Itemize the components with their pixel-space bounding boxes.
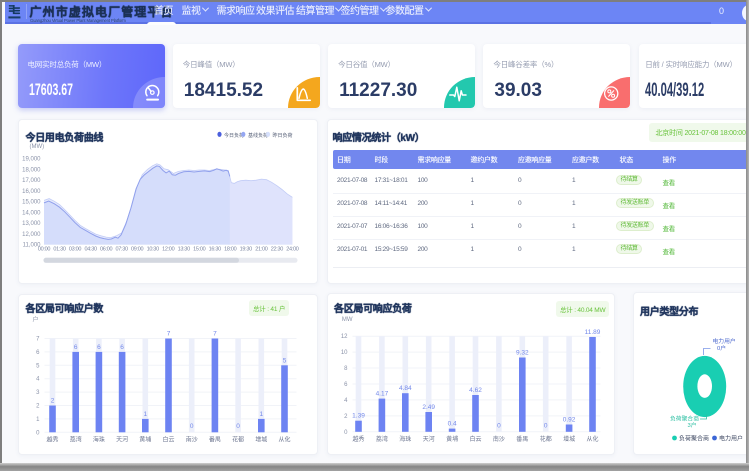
svg-text:花都: 花都 [539,435,551,443]
svg-text:2.49: 2.49 [422,404,435,411]
svg-text:19,000: 19,000 [22,156,41,162]
svg-text:负荷聚合商: 负荷聚合商 [670,414,699,422]
svg-text:6: 6 [120,343,124,350]
svg-text:黄埔: 黄埔 [446,435,458,443]
svg-text:03:00: 03:00 [68,246,81,252]
svg-text:18,000: 18,000 [22,167,41,173]
svg-text:户: 户 [32,315,38,323]
svg-text:5: 5 [282,357,286,364]
svg-text:3: 3 [36,390,40,396]
svg-text:11.89: 11.89 [584,329,600,336]
svg-text:1.39: 1.39 [352,413,365,420]
svg-text:14,000: 14,000 [22,210,41,216]
svg-text:15:00: 15:00 [193,246,206,252]
svg-text:花都: 花都 [232,435,244,443]
svg-text:9.32: 9.32 [515,350,528,357]
svg-text:7: 7 [166,330,170,337]
svg-text:增城: 增城 [255,435,267,443]
svg-text:12:00: 12:00 [162,246,175,252]
svg-text:0: 0 [344,430,348,436]
svg-text:越秀: 越秀 [46,435,58,443]
svg-text:17,000: 17,000 [22,178,41,184]
svg-text:07:30: 07:30 [115,246,128,252]
svg-text:4: 4 [36,376,40,382]
svg-text:2: 2 [50,397,54,404]
svg-text:4.62: 4.62 [469,387,482,394]
svg-text:10:30: 10:30 [146,246,159,252]
svg-text:6: 6 [344,382,348,388]
svg-text:6: 6 [36,349,40,355]
svg-text:7: 7 [36,336,40,342]
svg-text:4.17: 4.17 [375,391,388,398]
svg-text:0: 0 [543,422,547,429]
svg-text:21:00: 21:00 [255,246,268,252]
svg-text:海珠: 海珠 [399,435,411,443]
svg-text:16:30: 16:30 [208,246,221,252]
svg-text:5: 5 [36,363,40,369]
svg-text:0: 0 [236,422,240,429]
svg-text:3户: 3户 [687,421,696,429]
svg-text:(MW): (MW) [29,144,44,150]
svg-text:越秀: 越秀 [352,435,364,443]
svg-text:0.4: 0.4 [447,421,456,428]
svg-text:南沙: 南沙 [185,435,197,443]
svg-text:1: 1 [259,410,263,417]
svg-text:10: 10 [340,350,347,356]
svg-text:15,000: 15,000 [22,199,41,205]
svg-text:0: 0 [497,422,501,429]
svg-text:16,000: 16,000 [22,188,41,194]
svg-text:18:00: 18:00 [224,246,237,252]
svg-text:7: 7 [213,330,217,337]
svg-text:南沙: 南沙 [492,435,504,443]
svg-text:6: 6 [73,343,77,350]
svg-text:4: 4 [344,398,348,404]
svg-text:1: 1 [36,416,40,422]
svg-text:13,000: 13,000 [22,221,41,227]
svg-text:24:00: 24:00 [286,246,299,252]
svg-text:13:30: 13:30 [177,246,190,252]
svg-text:2: 2 [36,403,40,409]
svg-text:番禺: 番禺 [516,436,528,443]
svg-text:昨日负荷: 昨日负荷 [272,131,292,138]
svg-text:6: 6 [97,343,101,350]
svg-text:黄埔: 黄埔 [139,435,151,443]
svg-text:荔湾: 荔湾 [375,435,387,443]
svg-text:19:30: 19:30 [239,246,252,252]
svg-text:2: 2 [344,414,348,420]
svg-text:04:30: 04:30 [84,246,97,252]
svg-text:0户: 0户 [717,344,726,352]
svg-text:白云: 白云 [162,435,174,443]
svg-text:荔湾: 荔湾 [69,435,81,443]
svg-text:0.92: 0.92 [562,417,575,424]
svg-text:电力用户: 电力用户 [719,434,743,442]
svg-text:1: 1 [143,410,147,417]
svg-text:06:00: 06:00 [99,246,112,252]
svg-text:天河: 天河 [116,435,128,443]
svg-text:从化: 从化 [586,435,598,443]
svg-text:增城: 增城 [563,435,575,443]
svg-text:电力用户: 电力用户 [712,337,735,345]
svg-text:11,000: 11,000 [22,242,41,248]
svg-text:天河: 天河 [422,435,434,443]
svg-text:09:00: 09:00 [130,246,143,252]
svg-text:从化: 从化 [278,435,290,443]
svg-text:番禺: 番禺 [208,436,220,443]
svg-text:基线负荷: 基线负荷 [248,131,268,138]
svg-text:01:30: 01:30 [53,246,66,252]
svg-text:12,000: 12,000 [22,231,41,237]
svg-text:22:30: 22:30 [270,246,283,252]
svg-text:负荷聚合商: 负荷聚合商 [679,434,709,442]
svg-text:MW: MW [341,317,352,323]
svg-text:今日负荷: 今日负荷 [224,131,244,138]
svg-text:0: 0 [189,422,193,429]
svg-text:00:00: 00:00 [37,246,50,252]
svg-text:4.84: 4.84 [398,385,411,392]
svg-text:12: 12 [340,334,347,340]
svg-text:0: 0 [36,430,40,436]
svg-text:海珠: 海珠 [92,435,104,443]
svg-text:8: 8 [344,366,348,372]
svg-text:白云: 白云 [469,435,481,443]
